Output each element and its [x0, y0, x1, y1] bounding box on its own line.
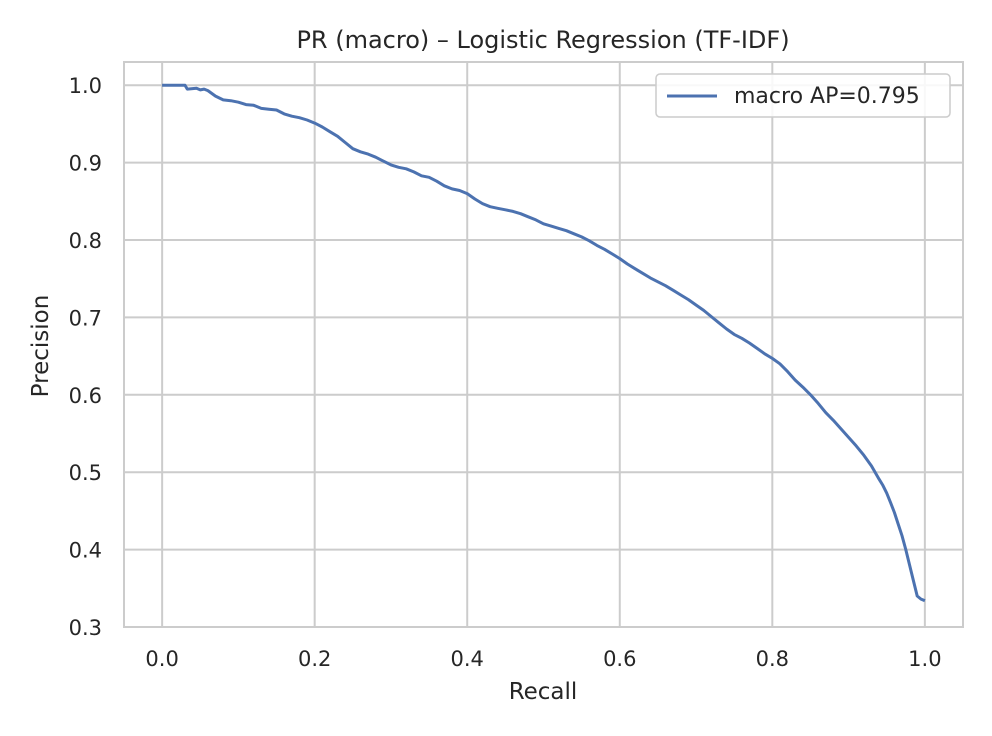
chart-title: PR (macro) – Logistic Regression (TF-IDF… [296, 26, 789, 54]
y-tick-label: 0.3 [69, 616, 102, 640]
grid-lines [124, 62, 963, 628]
y-tick-label: 0.6 [69, 384, 102, 408]
legend-label: macro AP=0.795 [734, 84, 920, 109]
y-tick-label: 0.7 [69, 306, 102, 330]
tick-labels: 0.0 0.2 0.4 0.6 0.8 1.0 0.3 0.4 0.5 0.6 0.7 0.8 0.9 1… [69, 74, 942, 671]
legend: macro AP=0.795 [655, 73, 951, 118]
y-tick-label: 1.0 [69, 74, 102, 98]
x-tick-label: 0.6 [603, 647, 636, 671]
y-tick-label: 0.4 [69, 539, 102, 563]
y-axis-label: Precision [28, 295, 54, 398]
y-tick-label: 0.9 [69, 152, 102, 176]
x-tick-label: 0.4 [451, 647, 484, 671]
x-tick-label: 1.0 [908, 647, 941, 671]
pr-curve-line [162, 83, 926, 603]
x-tick-label: 0.2 [298, 647, 331, 671]
x-tick-label: 0.0 [145, 647, 178, 671]
plot-frame [123, 61, 964, 628]
y-tick-label: 0.5 [69, 461, 102, 485]
y-tick-label: 0.8 [69, 229, 102, 253]
x-axis-label: Recall [509, 679, 578, 705]
legend-box [655, 73, 951, 118]
series-group [162, 83, 926, 603]
x-tick-label: 0.8 [756, 647, 789, 671]
